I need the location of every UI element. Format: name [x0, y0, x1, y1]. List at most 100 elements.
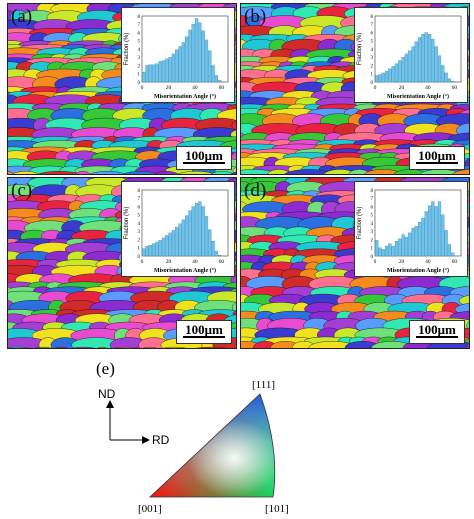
y-tick-label: 0	[138, 81, 141, 86]
histogram-bar	[178, 223, 182, 257]
grain	[123, 171, 158, 174]
y-tick-label: 6	[138, 31, 141, 36]
y-tick-label: 0	[371, 255, 374, 260]
histogram-bar	[381, 72, 385, 83]
y-tick-label: 8	[138, 189, 141, 194]
histogram-bar	[427, 205, 432, 257]
y-axis-label: Fraction (%)	[124, 33, 130, 66]
x-tick-label: 60	[219, 259, 225, 265]
histogram-bar	[427, 33, 432, 83]
histogram-bar	[198, 22, 202, 83]
y-axis-label: Fraction (%)	[124, 207, 130, 240]
grain	[37, 171, 81, 174]
rd-arrow-head	[142, 436, 150, 444]
grain	[468, 283, 469, 285]
x-axis-label: Misorientation Angle (°)	[387, 267, 449, 274]
plot-frame	[374, 189, 462, 257]
grain	[54, 346, 68, 348]
x-tick-label: 60	[219, 85, 225, 91]
histogram-bar	[201, 206, 205, 257]
histogram-bar	[185, 215, 189, 257]
x-tick-label: 40	[425, 85, 431, 91]
y-tick-label: 4	[138, 48, 141, 53]
histogram-bar	[421, 33, 425, 83]
plot-frame	[141, 189, 229, 257]
corner-111-label: [111]	[252, 379, 275, 391]
y-tick-label: 0	[138, 255, 141, 260]
scale-line-d	[416, 336, 458, 338]
grain	[177, 171, 215, 174]
x-axis-label: Misorientation Angle (°)	[154, 267, 216, 274]
x-axis-label: Misorientation Angle (°)	[387, 93, 449, 100]
x-tick-label: 0	[141, 85, 144, 91]
x-tick-label: 20	[166, 85, 172, 91]
histogram-bar	[214, 75, 219, 83]
histogram-bar	[391, 66, 395, 83]
grain	[469, 82, 470, 96]
histogram-bar	[414, 41, 418, 83]
y-tick-label: 5	[371, 40, 374, 45]
histogram-bar	[431, 38, 435, 83]
grain	[466, 321, 469, 331]
histogram-bar	[384, 71, 389, 83]
histogram-bar	[214, 250, 219, 257]
y-tick-label: 1	[138, 247, 141, 252]
histogram-bar	[218, 255, 222, 257]
histogram-bar	[151, 243, 156, 257]
histogram-c: 0 20 40 60 0 1 2 3 4 5 6 7 8 Misorientation Angle (°)…	[124, 189, 229, 274]
histogram-bar	[158, 61, 162, 83]
plot-frame	[374, 15, 462, 83]
histogram-bar	[418, 37, 422, 83]
grain	[210, 171, 234, 174]
y-tick-label: 2	[138, 238, 141, 243]
histogram-bar	[191, 206, 195, 257]
y-tick-label: 0	[371, 81, 374, 86]
histogram-bar	[404, 236, 409, 257]
rd-label: RD	[152, 433, 170, 447]
scale-label-c: 100μm	[185, 322, 223, 337]
histogram-bar	[188, 29, 192, 83]
histogram-bar	[375, 240, 379, 257]
histogram-bar	[201, 30, 205, 83]
histogram-bar	[204, 39, 209, 83]
y-tick-label: 1	[371, 73, 374, 78]
histogram-bar	[388, 243, 392, 257]
grain	[8, 346, 30, 348]
y-tick-label: 3	[138, 230, 141, 235]
grain	[230, 171, 236, 174]
histogram-bar	[418, 222, 422, 257]
panel-label-b: (b)	[244, 6, 267, 27]
histogram-bar	[218, 80, 222, 83]
histogram-inset-a: 0 20 40 60 0 1 2 3 4 5 6 7 8 Misorientation Angle (°)…	[121, 7, 235, 103]
histogram-bar	[394, 63, 399, 83]
histogram-b: 0 20 40 60 0 1 2 3 4 5 6 7 8 Misorientation Angle (°)…	[357, 15, 462, 100]
y-tick-label: 2	[371, 64, 374, 69]
histogram-bar	[151, 64, 156, 83]
y-tick-label: 3	[371, 230, 374, 235]
y-tick-label: 8	[371, 15, 374, 20]
histogram-bar	[437, 201, 442, 257]
histogram-inset-d: 0 20 40 60 0 1 2 3 4 5 6 7 8 Misorientation Angle (°)…	[354, 181, 468, 277]
ebsd-map-c: (c) 0 20 40 60 0 1 2 3 4 5 6 7 8 Misorientation Angle…	[7, 177, 237, 349]
grain	[241, 169, 278, 174]
histogram-bar	[437, 55, 442, 83]
y-tick-label: 8	[371, 189, 374, 194]
grain	[452, 169, 469, 174]
y-axis-label: Fraction (%)	[357, 207, 363, 240]
histogram-bar	[185, 36, 189, 83]
histogram-inset-c: 0 20 40 60 0 1 2 3 4 5 6 7 8 Misorientation Angle (°)…	[121, 181, 235, 277]
grain	[8, 171, 15, 174]
histogram-bar	[388, 68, 392, 83]
y-axis-label: Fraction (%)	[357, 33, 363, 66]
y-tick-label: 6	[371, 31, 374, 36]
histogram-bar	[161, 60, 166, 83]
histogram-d: 0 20 40 60 0 1 2 3 4 5 6 7 8 Misorientation Angle (°)…	[357, 189, 462, 274]
histogram-bar	[181, 219, 185, 257]
y-tick-label: 6	[138, 205, 141, 210]
grain	[143, 346, 157, 348]
histogram-bar	[191, 24, 195, 83]
histogram-bar	[434, 206, 438, 257]
x-tick-label: 0	[374, 85, 377, 91]
y-tick-label: 2	[371, 238, 374, 243]
histogram-bar	[441, 65, 445, 83]
